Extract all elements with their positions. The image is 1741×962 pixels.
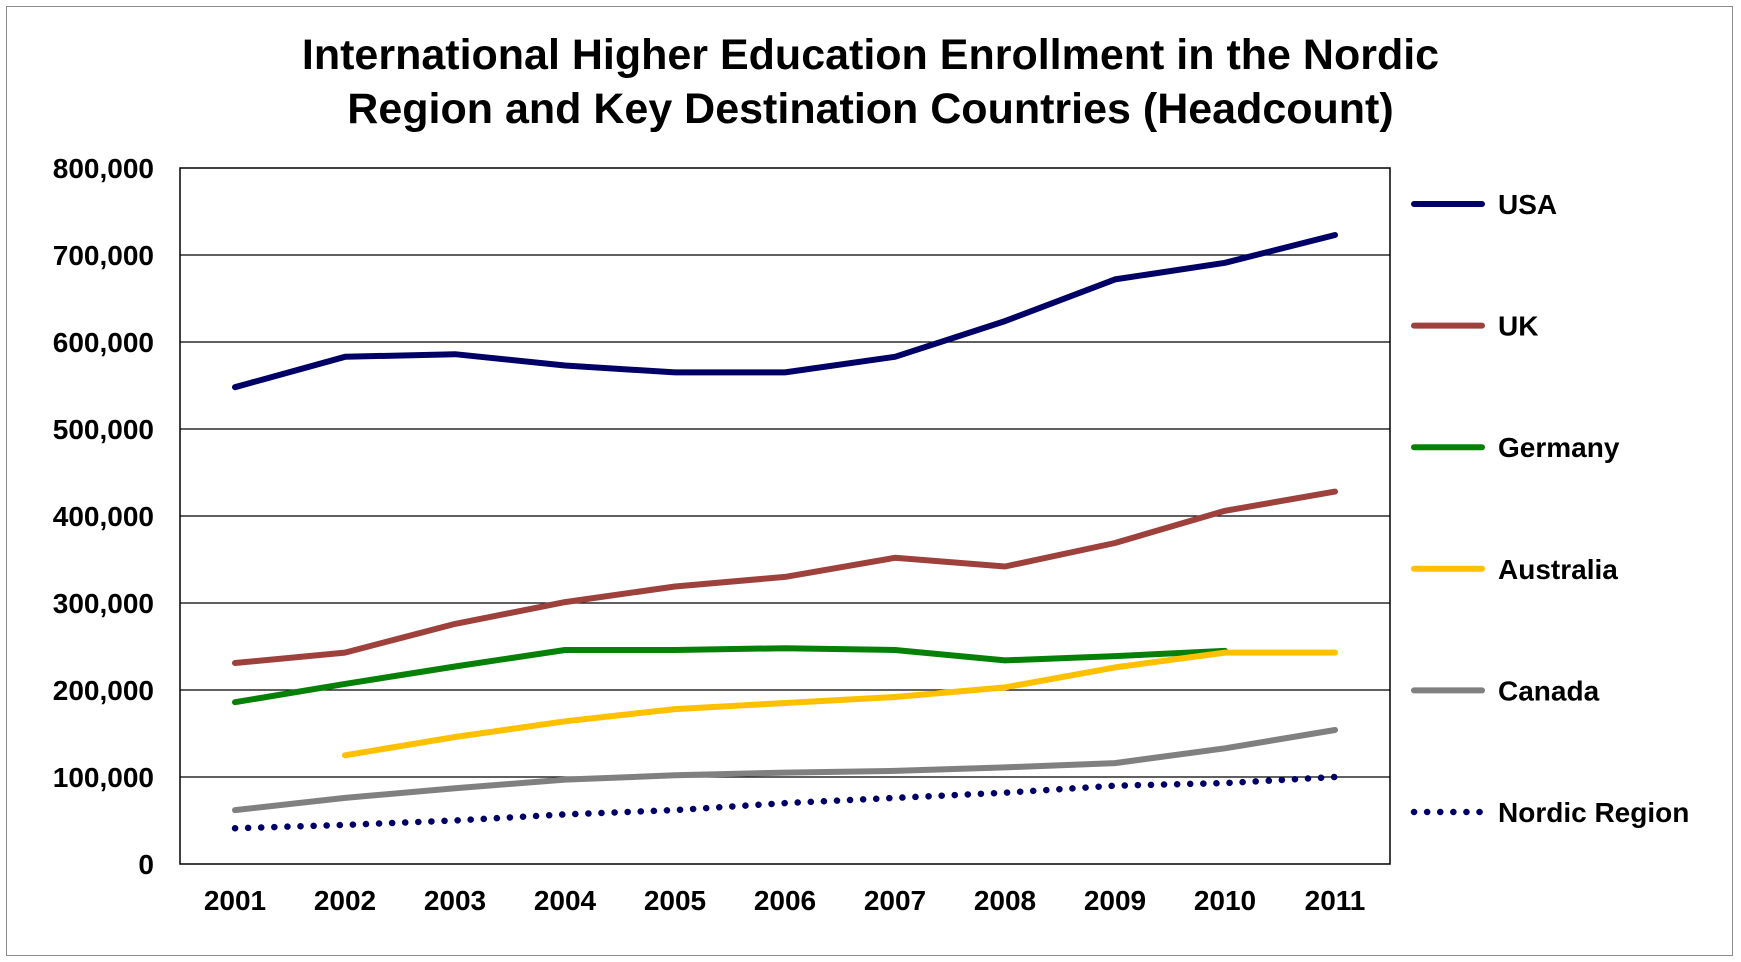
x-tick-label: 2005 xyxy=(644,885,706,916)
series-line-uk xyxy=(232,488,1338,666)
legend-item-nordic-region: Nordic Region xyxy=(1410,797,1689,828)
legend-item-canada: Canada xyxy=(1411,675,1600,706)
plot-area xyxy=(179,167,1391,865)
x-tick-label: 2001 xyxy=(204,885,266,916)
y-tick-label: 200,000 xyxy=(53,675,154,706)
x-axis-tick-labels: 2001 2002 2003 2004 2005 2006 2007 2008 2009 2010… xyxy=(204,885,1366,916)
series-line-australia xyxy=(342,649,1338,759)
series-lines xyxy=(231,232,1339,832)
series-line-usa xyxy=(232,232,1338,391)
chart-frame xyxy=(6,6,1733,956)
x-tick-label: 2006 xyxy=(754,885,816,916)
y-tick-label: 700,000 xyxy=(53,240,154,271)
series-line-germany xyxy=(232,645,1228,706)
legend-label: Canada xyxy=(1498,675,1600,706)
series-line-canada xyxy=(232,727,1338,814)
y-tick-label: 0 xyxy=(138,849,154,880)
legend-item-germany: Germany xyxy=(1411,432,1620,463)
legend-item-usa: USA xyxy=(1411,189,1557,220)
y-tick-label: 300,000 xyxy=(53,588,154,619)
y-tick-label: 400,000 xyxy=(53,501,154,532)
x-tick-label: 2008 xyxy=(974,885,1036,916)
x-tick-label: 2011 xyxy=(1305,885,1366,916)
y-tick-label: 600,000 xyxy=(53,327,154,358)
legend-label: UK xyxy=(1498,311,1538,342)
chart-title-line-2: Region and Key Destination Countries (He… xyxy=(347,85,1394,133)
legend-item-uk: UK xyxy=(1411,311,1538,342)
y-axis-tick-labels: 0 100,000 200,000 300,000 400,000 500,000 600,… xyxy=(53,153,154,880)
series-line-nordic-region xyxy=(231,773,1339,832)
x-tick-label: 2007 xyxy=(864,885,926,916)
chart-title: International Higher Education Enrollmen… xyxy=(0,28,1741,136)
y-tick-label: 500,000 xyxy=(53,414,154,445)
legend-label: Australia xyxy=(1498,554,1618,585)
chart-title-line-1: International Higher Education Enrollmen… xyxy=(301,31,1440,79)
y-tick-label: 800,000 xyxy=(53,153,154,184)
x-tick-label: 2004 xyxy=(534,885,597,916)
legend: USA UK Germany Australia Canada Nordic Region xyxy=(1410,189,1689,828)
legend-item-australia: Australia xyxy=(1411,554,1618,585)
x-tick-label: 2010 xyxy=(1194,885,1256,916)
y-tick-label: 100,000 xyxy=(53,762,154,793)
legend-label: Germany xyxy=(1498,432,1620,463)
legend-label: Nordic Region xyxy=(1498,797,1689,828)
legend-label: USA xyxy=(1498,189,1557,220)
x-tick-label: 2009 xyxy=(1084,885,1146,916)
x-tick-label: 2003 xyxy=(424,885,486,916)
gridlines xyxy=(180,254,1390,778)
x-tick-label: 2002 xyxy=(314,885,376,916)
